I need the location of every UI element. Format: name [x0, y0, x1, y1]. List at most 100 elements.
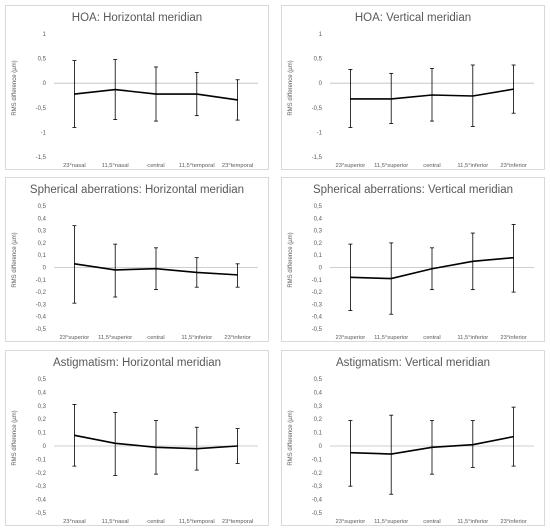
chart-plot: 0,5 0,4 0,3 0,2 0,1 0 -0,1 -0,2 -0,3 -0,4 -0,5 23°s…	[312, 377, 534, 525]
y-tick-label: 0,3	[38, 229, 47, 235]
x-tick-label: central	[147, 163, 164, 169]
y-tick-label: 0,5	[314, 204, 323, 210]
y-tick-label: 0,1	[38, 431, 47, 437]
chart-title: Spherical aberrations: Horizontal meridi…	[29, 184, 245, 196]
x-tick-label: 11,5°inferior	[457, 335, 488, 341]
y-tick-label: -0,1	[36, 457, 47, 463]
x-tick-label: 23°inferior	[500, 163, 527, 169]
x-tick-label: 23°superior	[336, 163, 366, 169]
y-tick-label: 0,2	[314, 241, 323, 247]
x-tick-label: 11,5°nasal	[102, 163, 129, 169]
y-tick-label: -0,4	[36, 498, 47, 504]
y-tick-label: 1	[319, 32, 323, 38]
y-tick-label: -0,2	[36, 290, 47, 296]
y-tick-label: 0,5	[38, 57, 47, 63]
y-tick-label: -0,5	[312, 327, 323, 333]
x-tick-label: central	[147, 519, 164, 525]
x-tick-label: 23°superior	[336, 519, 366, 525]
y-tick-label: -0,3	[312, 484, 323, 490]
x-tick-label: 11,5°inferior	[457, 519, 488, 525]
y-tick-label: 0,2	[38, 241, 47, 247]
x-tick-label: 23°nasal	[63, 163, 86, 169]
y-tick-label: 0	[43, 266, 47, 272]
y-tick-label: -0,3	[312, 302, 323, 308]
x-tick-label: 23°superior	[60, 335, 90, 341]
x-tick-label: 23°superior	[336, 335, 366, 341]
chart-plot: 0,5 0,4 0,3 0,2 0,1 0 -0,1 -0,2 -0,3 -0,4 -0,5 23°n…	[36, 377, 258, 525]
y-tick-label: 0,5	[314, 377, 323, 383]
y-tick-label: -0,3	[36, 302, 47, 308]
y-tick-label: -1	[317, 130, 323, 136]
x-tick-label: 11,5°superior	[374, 163, 408, 169]
y-tick-label: -0,5	[36, 327, 47, 333]
y-tick-label: 0,3	[314, 404, 323, 410]
y-tick-label: 0,1	[314, 253, 323, 259]
y-tick-label: -1	[41, 130, 47, 136]
x-tick-label: 11,5°inferior	[457, 163, 488, 169]
chart-title: Spherical aberrations: Vertical meridian	[312, 184, 514, 196]
y-tick-label: -0,2	[312, 471, 323, 477]
chart-title: HOA: Vertical meridian	[354, 12, 472, 24]
y-tick-label: -0,1	[36, 278, 47, 284]
y-tick-label: -0,5	[36, 106, 47, 112]
y-tick-label: 0,5	[314, 57, 323, 63]
y-tick-label: -0,5	[312, 511, 323, 517]
x-tick-label: 11,5°nasal	[102, 519, 129, 525]
y-tick-label: 0,2	[314, 417, 323, 423]
y-tick-label: -0,1	[312, 457, 323, 463]
chart-plot: 0,5 0,4 0,3 0,2 0,1 0 -0,1 -0,2 -0,3 -0,4 -0,5 23°s…	[36, 204, 258, 341]
chart-panel: HOA: Vertical meridian RMS difference (µm…	[281, 5, 545, 170]
y-tick-label: -0,1	[312, 278, 323, 284]
chart-panel: Spherical aberrations: Vertical meridian…	[281, 177, 545, 342]
x-tick-label: 11,5°superior	[98, 335, 132, 341]
y-tick-label: 0	[319, 266, 323, 272]
chart-panel: Astigmatism: Horizontal meridian RMS diff…	[5, 350, 269, 526]
chart-title: HOA: Horizontal meridian	[71, 12, 203, 24]
y-tick-label: -1,5	[312, 155, 323, 161]
y-tick-label: 0,2	[38, 417, 47, 423]
x-tick-label: 11,5°superior	[374, 519, 408, 525]
x-tick-label: 23°nasal	[63, 519, 86, 525]
series-line	[74, 88, 238, 101]
y-tick-label: 0	[43, 444, 47, 450]
y-tick-label: 0	[319, 444, 323, 450]
y-tick-label: 0	[43, 81, 47, 87]
y-tick-label: -0,4	[312, 315, 323, 321]
x-tick-label: 11,5°inferior	[181, 335, 212, 341]
x-tick-label: 23°inferior	[224, 335, 251, 341]
y-tick-label: -0,2	[312, 290, 323, 296]
y-tick-label: -0,5	[312, 106, 323, 112]
y-tick-label: -0,2	[36, 471, 47, 477]
series-line	[350, 435, 514, 455]
y-tick-label: 0	[319, 81, 323, 87]
x-tick-label: central	[423, 519, 440, 525]
y-tick-label: 0,1	[38, 253, 47, 259]
chart-panel: HOA: Horizontal meridian RMS difference (…	[5, 5, 269, 170]
y-tick-label: 0,4	[314, 390, 323, 396]
series-line	[74, 263, 238, 276]
y-tick-label: -0,4	[312, 498, 323, 504]
x-tick-label: 23°temporal	[222, 519, 253, 525]
x-tick-label: 11,5°temporal	[179, 519, 215, 525]
x-tick-label: 11,5°temporal	[179, 163, 215, 169]
chart-title: Astigmatism: Vertical meridian	[335, 357, 491, 369]
y-tick-label: 0,4	[314, 216, 323, 222]
y-tick-label: 0,3	[314, 229, 323, 235]
x-tick-label: central	[147, 335, 164, 341]
y-tick-label: 0,1	[314, 431, 323, 437]
series-line	[74, 434, 238, 450]
y-tick-label: 0,5	[38, 377, 47, 383]
y-tick-label: 0,4	[38, 216, 47, 222]
y-tick-label: 0,5	[38, 204, 47, 210]
x-tick-label: 23°inferior	[500, 335, 527, 341]
chart-panel: Spherical aberrations: Horizontal meridi…	[5, 177, 269, 342]
x-tick-label: central	[423, 335, 440, 341]
chart-plot: 1 0,5 0 -0,5 -1 -1,5 23°nasal 11,5°nasal central…	[36, 32, 258, 169]
series-line	[350, 88, 514, 100]
y-tick-label: 0,4	[38, 390, 47, 396]
y-tick-label: -0,3	[36, 484, 47, 490]
chart-plot: 1 0,5 0 -0,5 -1 -1,5 23°superior 11,5°superior c…	[312, 32, 534, 169]
y-tick-label: -0,4	[36, 315, 47, 321]
chart-title: Astigmatism: Horizontal meridian	[52, 357, 222, 369]
x-tick-label: 11,5°superior	[374, 335, 408, 341]
